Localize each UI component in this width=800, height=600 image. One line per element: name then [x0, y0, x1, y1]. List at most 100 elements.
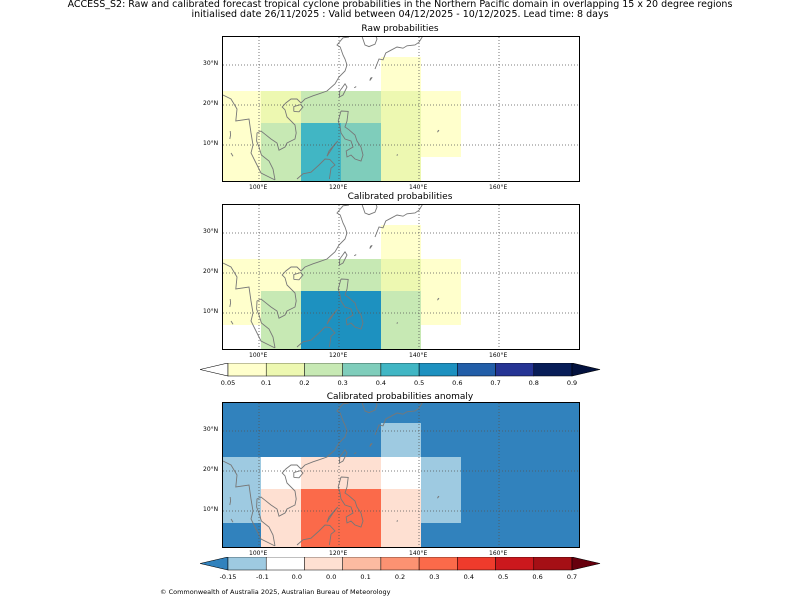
anomaly-colorbar-label: 0.4 — [463, 573, 474, 581]
probability-colorbar-under — [200, 363, 229, 377]
probability-colorbar-label: 0.1 — [261, 379, 272, 387]
raw-cell-west-mid — [223, 91, 261, 123]
raw-probability-map — [222, 36, 580, 182]
anomaly-colorbar-label: 0.3 — [429, 573, 440, 581]
cal-lon-tick-label: 140°E — [409, 352, 428, 359]
anomaly-colorbar-cell — [265, 557, 305, 571]
cal-cell-100e-mid — [261, 259, 301, 291]
cal-cell-100e-low — [261, 291, 301, 349]
cal-cell-130e-mid — [381, 259, 421, 291]
cal-lat-tick-label: 20°N — [203, 268, 219, 275]
raw-coastline-segment — [326, 140, 339, 157]
raw-lon-tick-label: 140°E — [409, 184, 428, 191]
anom-cell-west-mid — [223, 457, 261, 523]
cal-lon-tick-label: 160°E — [489, 352, 508, 359]
anom-coastline-segment — [296, 524, 336, 546]
anomaly-panel-title: Calibrated probabilities anomaly — [326, 392, 474, 402]
anomaly-colorbar-cell — [342, 557, 382, 571]
raw-coastline-segment — [223, 94, 276, 181]
probability-colorbar-label: 0.5 — [413, 379, 425, 387]
raw-coastline-segment — [338, 82, 348, 98]
anomaly-colorbar-label: 0.0 — [291, 573, 302, 581]
anom-lat-tick-label: 30°N — [203, 426, 219, 433]
cal-cell-130e-top — [381, 225, 421, 259]
cal-coastline-segment — [293, 272, 304, 281]
cal-coastline-segment — [437, 297, 440, 301]
raw-cell-130e-top — [381, 57, 421, 91]
cal-cell-130e-low — [381, 291, 421, 349]
cal-lon-tick-label: 120°E — [329, 352, 348, 359]
anom-coastline-segment — [230, 518, 234, 523]
raw-cell-140e — [421, 91, 461, 157]
raw-coastline-segment — [369, 76, 373, 81]
cal-coastline-segment — [337, 278, 364, 330]
anomaly-colorbar — [200, 557, 601, 571]
cal-coastline-segment — [256, 205, 350, 348]
cal-gridlines — [223, 205, 579, 349]
anomaly-colorbar-cell — [418, 557, 458, 571]
probability-colorbar-label: 0.05 — [220, 379, 236, 387]
anomaly-colorbar-label: 0.2 — [394, 573, 406, 581]
anom-coastline-segment — [437, 495, 440, 499]
calibrated-map-svg — [223, 205, 579, 349]
cal-cell-west-mid — [223, 259, 261, 291]
raw-coastline-segment — [337, 110, 364, 162]
raw-lat-tick-label: 10°N — [203, 140, 219, 147]
cal-coastline-segment — [361, 205, 378, 216]
anomaly-colorbar-cell — [304, 557, 343, 571]
anom-coastline-segment — [361, 403, 378, 414]
title-line-2: initialised date 26/11/2025 : Valid betw… — [191, 9, 609, 20]
raw-coastlines — [223, 37, 440, 181]
anom-coastline-segment — [337, 476, 364, 528]
raw-coastline-segment — [230, 152, 234, 157]
anom-cell-130e-top — [381, 423, 421, 457]
probability-colorbar — [200, 363, 601, 377]
raw-cell-west-low — [223, 123, 261, 181]
anomaly-colorbar-label: 0.0 — [326, 573, 337, 581]
anom-cell-100e-low — [261, 489, 301, 547]
raw-coastline-segment — [293, 104, 304, 113]
anom-lon-tick-label: 100°E — [249, 550, 268, 557]
anomaly-colorbar-label: -0.1 — [256, 573, 269, 581]
probability-colorbar-label: 0.4 — [375, 379, 387, 387]
raw-lon-tick-label: 100°E — [249, 184, 268, 191]
cal-lat-tick-label: 30°N — [203, 228, 219, 235]
anomaly-colorbar-label: 0.7 — [566, 573, 578, 581]
anom-coastline-segment — [293, 470, 304, 479]
probability-colorbar-cell — [304, 363, 343, 377]
raw-lat-tick-label: 30°N — [203, 60, 219, 67]
anomaly-map — [222, 402, 580, 548]
anomaly-colorbar-cell — [457, 557, 496, 571]
cal-cell-140e — [421, 259, 461, 325]
probability-colorbar-label: 0.2 — [299, 379, 310, 387]
raw-gridlines — [223, 37, 579, 181]
probability-colorbar-label: 0.8 — [528, 379, 539, 387]
raw-lon-tick-label: 160°E — [489, 184, 508, 191]
anom-coastline-segment — [338, 448, 348, 464]
anomaly-colorbar-cell — [533, 557, 573, 571]
cal-coastline-segment — [296, 326, 336, 348]
raw-map-svg — [223, 37, 579, 181]
anom-coastlines — [223, 403, 440, 547]
raw-cell-100e-mid — [261, 91, 301, 123]
cal-coastline-segment — [229, 298, 232, 308]
anomaly-colorbar-label: 0.1 — [360, 573, 371, 581]
raw-cell-100e-low — [261, 123, 301, 181]
anomaly-colorbar-cell — [227, 557, 267, 571]
anom-lat-tick-label: 20°N — [203, 466, 219, 473]
anom-coastline-segment — [374, 403, 423, 436]
raw-cell-120e-low — [341, 123, 381, 181]
probability-colorbar-over — [571, 363, 601, 377]
anomaly-colorbar-over — [571, 557, 601, 571]
probability-colorbar-cell — [342, 363, 382, 377]
anom-gridlines — [223, 403, 579, 547]
cal-coastline-segment — [374, 205, 423, 238]
probability-colorbar-label: 0.7 — [490, 379, 501, 387]
raw-lat-tick-label: 20°N — [203, 100, 219, 107]
raw-coastline-segment — [296, 158, 336, 180]
probability-colorbar-label: 0.6 — [452, 379, 463, 387]
raw-coastline-segment — [353, 86, 357, 89]
cal-coastline-segment — [230, 320, 234, 325]
raw-panel-title: Raw probabilities — [361, 24, 439, 34]
anom-coastline-segment — [353, 452, 357, 455]
